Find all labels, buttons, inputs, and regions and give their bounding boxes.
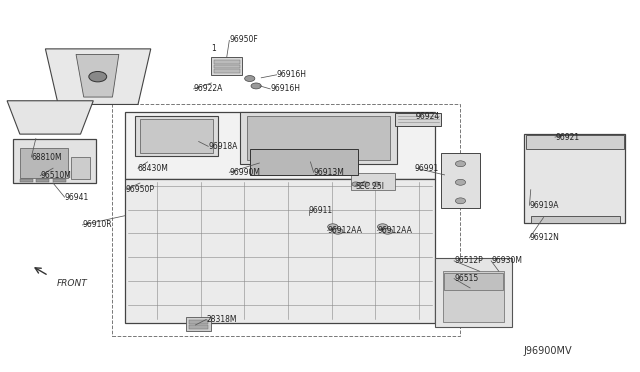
Polygon shape (250, 149, 358, 175)
Circle shape (456, 161, 466, 167)
Text: 96916H: 96916H (270, 84, 300, 93)
Text: 96930M: 96930M (491, 256, 522, 265)
Text: 96950P: 96950P (125, 185, 154, 194)
Polygon shape (7, 101, 93, 134)
Bar (189, 326, 208, 329)
Polygon shape (246, 116, 390, 160)
Circle shape (244, 76, 255, 81)
Polygon shape (525, 135, 624, 149)
Text: FRONT: FRONT (57, 279, 88, 288)
Text: 96922A: 96922A (193, 84, 223, 93)
Text: SEC.25I: SEC.25I (355, 182, 384, 190)
Bar (214, 69, 239, 73)
Text: 96510M: 96510M (40, 171, 71, 180)
Circle shape (378, 224, 388, 230)
Text: 96941: 96941 (65, 193, 89, 202)
Bar (13, 138, 97, 183)
Text: 96918A: 96918A (208, 142, 237, 151)
Text: 96912AA: 96912AA (328, 226, 362, 235)
Circle shape (456, 179, 466, 185)
Circle shape (333, 228, 343, 234)
Text: 96921: 96921 (555, 132, 579, 142)
Bar (186, 317, 211, 331)
Polygon shape (125, 179, 435, 323)
Circle shape (456, 198, 466, 204)
Polygon shape (531, 216, 620, 223)
Bar (189, 320, 208, 324)
Text: 96991: 96991 (415, 164, 439, 173)
Bar (20, 148, 68, 178)
Text: 96911: 96911 (308, 206, 333, 215)
Bar (211, 57, 242, 75)
Bar (214, 65, 239, 68)
Text: 96913M: 96913M (314, 168, 344, 177)
Text: 1: 1 (211, 44, 216, 53)
Bar (20, 179, 33, 182)
Bar (444, 273, 502, 290)
Polygon shape (76, 54, 119, 97)
Polygon shape (135, 116, 218, 156)
Circle shape (89, 71, 107, 82)
Bar (53, 179, 66, 182)
Text: 96912N: 96912N (529, 233, 559, 243)
Circle shape (251, 83, 261, 89)
Circle shape (372, 182, 380, 186)
Polygon shape (435, 258, 511, 327)
Bar (214, 60, 239, 64)
Text: 96990M: 96990M (229, 168, 260, 177)
Polygon shape (240, 112, 397, 164)
Text: 96916H: 96916H (276, 70, 307, 79)
Text: 96912AA: 96912AA (378, 226, 412, 235)
Text: 96515: 96515 (454, 274, 478, 283)
Text: 96910R: 96910R (83, 221, 112, 230)
Circle shape (328, 224, 338, 230)
Polygon shape (443, 271, 504, 323)
Circle shape (383, 228, 393, 234)
Text: 68430M: 68430M (138, 164, 169, 173)
Circle shape (352, 182, 360, 186)
Bar (71, 157, 90, 179)
Bar (36, 179, 49, 182)
Polygon shape (442, 153, 479, 208)
Text: J96900MV: J96900MV (524, 346, 572, 356)
Polygon shape (125, 112, 435, 179)
Text: 96512P: 96512P (454, 256, 483, 265)
Circle shape (362, 182, 370, 186)
Text: 96924: 96924 (416, 112, 440, 121)
Polygon shape (140, 119, 212, 153)
Text: 68810M: 68810M (31, 153, 62, 161)
Text: 28318M: 28318M (206, 315, 237, 324)
Polygon shape (45, 49, 151, 105)
Bar (396, 113, 442, 126)
Polygon shape (524, 134, 625, 223)
Bar (351, 173, 396, 190)
Text: 96919A: 96919A (529, 201, 559, 210)
Text: 96950F: 96950F (229, 35, 258, 44)
